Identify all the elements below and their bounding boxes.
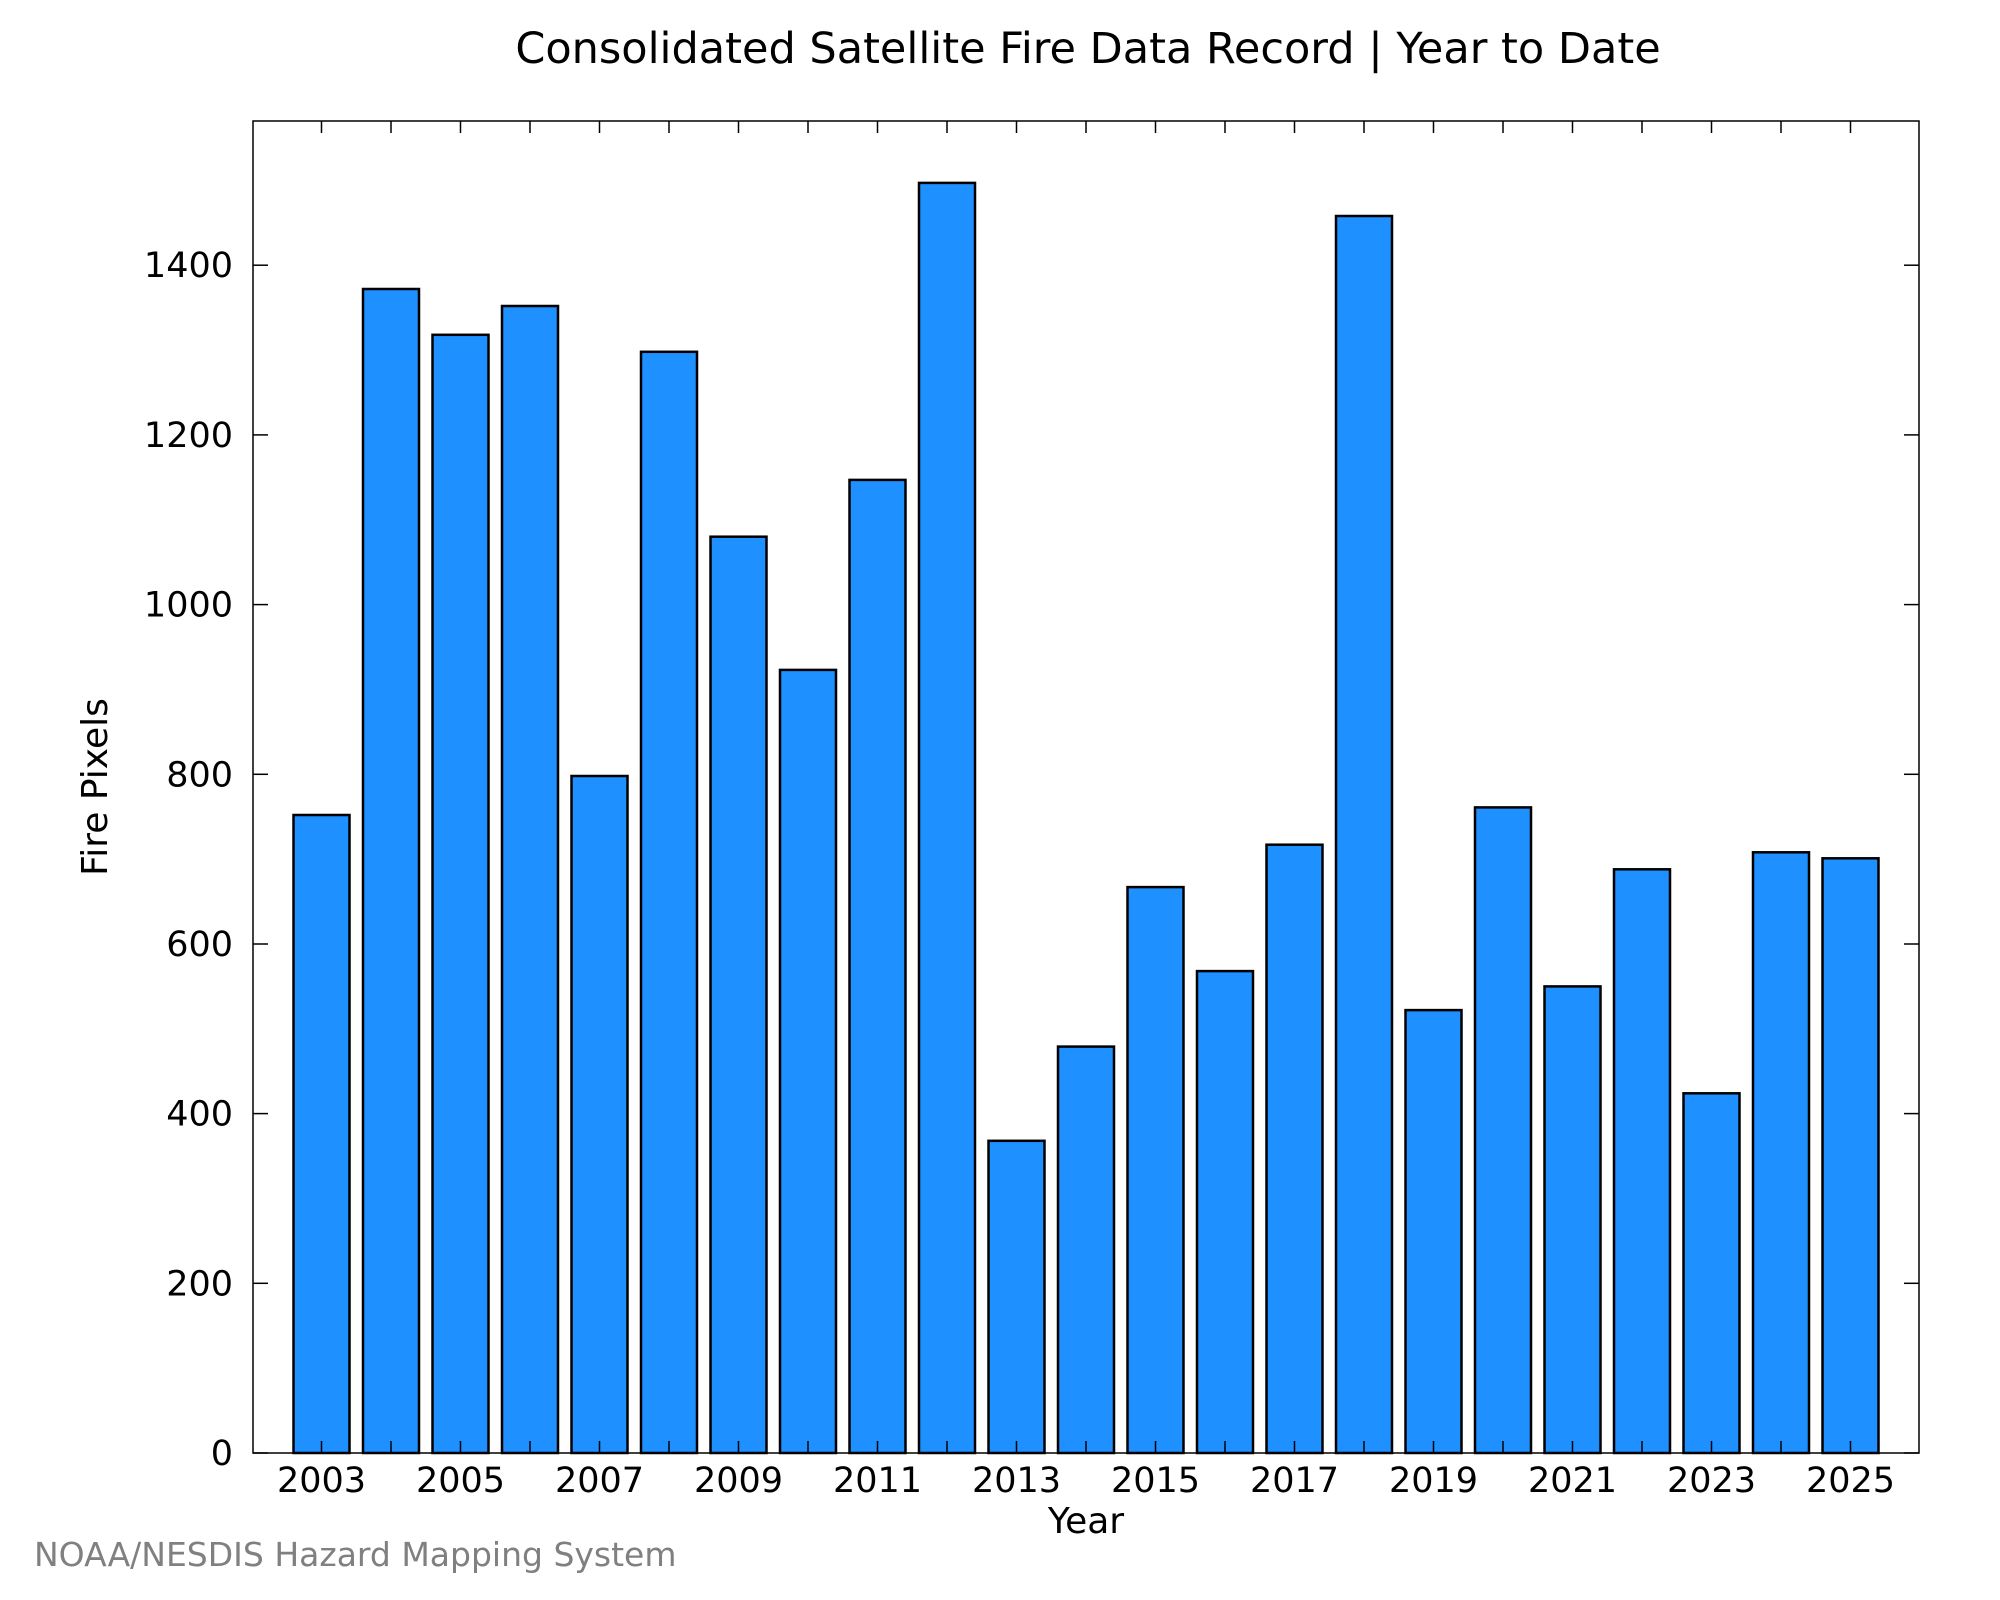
- y-axis-label: Fire Pixels: [75, 698, 116, 876]
- bar-2024: [1751, 851, 1811, 1455]
- source-credit: NOAA/NESDIS Hazard Mapping System: [34, 1535, 677, 1574]
- chart-title: Consolidated Satellite Fire Data Record …: [515, 24, 1660, 74]
- x-tick-label-2023: 2023: [1667, 1461, 1756, 1501]
- x-tick-label-2025: 2025: [1806, 1461, 1895, 1501]
- bar-2020: [1473, 806, 1533, 1455]
- bar-2012: [917, 181, 977, 1455]
- y-tick-label-0: 0: [211, 1434, 233, 1474]
- x-tick-label-2015: 2015: [1111, 1461, 1200, 1501]
- bar-2015: [1126, 885, 1185, 1455]
- bar-2009: [709, 535, 768, 1455]
- bar-2008: [639, 350, 699, 1455]
- x-axis-label: Year: [1047, 1501, 1124, 1542]
- y-tick-label-1400: 1400: [144, 246, 233, 286]
- bars-group: [292, 181, 1880, 1455]
- y-tick-label-800: 800: [166, 755, 233, 795]
- y-tick-label-1200: 1200: [144, 416, 233, 456]
- x-tick-label-2005: 2005: [416, 1461, 505, 1501]
- x-tick-label-2017: 2017: [1250, 1461, 1339, 1501]
- bar-2023: [1682, 1092, 1741, 1455]
- bar-2021: [1543, 985, 1602, 1455]
- bar-2016: [1195, 969, 1255, 1455]
- ticks-group: 2003 2005 2007 2009 2011 2013 2015 2017 2019 2021…: [144, 121, 1919, 1501]
- bar-2022: [1612, 868, 1672, 1455]
- bar-2007: [570, 774, 629, 1455]
- x-tick-label-2021: 2021: [1528, 1461, 1617, 1501]
- x-tick-label-2019: 2019: [1389, 1461, 1478, 1501]
- x-tick-label-2011: 2011: [833, 1461, 922, 1501]
- x-tick-label-2009: 2009: [694, 1461, 783, 1501]
- bar-2010: [778, 668, 838, 1455]
- x-tick-label-2003: 2003: [277, 1461, 366, 1501]
- bar-2014: [1056, 1045, 1116, 1455]
- bar-2004: [361, 287, 421, 1455]
- bar-2005: [431, 333, 490, 1455]
- y-tick-label-400: 400: [166, 1095, 233, 1135]
- bar-2011: [848, 478, 907, 1455]
- bar-2025: [1821, 857, 1880, 1455]
- bar-2013: [987, 1139, 1046, 1455]
- bar-2006: [500, 304, 560, 1455]
- plot-frame: [252, 120, 1920, 1454]
- bar-2003: [292, 813, 351, 1455]
- bar-2018: [1334, 214, 1394, 1455]
- bar-2017: [1265, 843, 1324, 1455]
- y-tick-label-1000: 1000: [144, 586, 233, 626]
- x-tick-label-2013: 2013: [972, 1461, 1061, 1501]
- x-tick-label-2007: 2007: [555, 1461, 644, 1501]
- y-tick-label-200: 200: [166, 1264, 233, 1304]
- bar-2019: [1404, 1008, 1463, 1455]
- y-tick-label-600: 600: [166, 925, 233, 965]
